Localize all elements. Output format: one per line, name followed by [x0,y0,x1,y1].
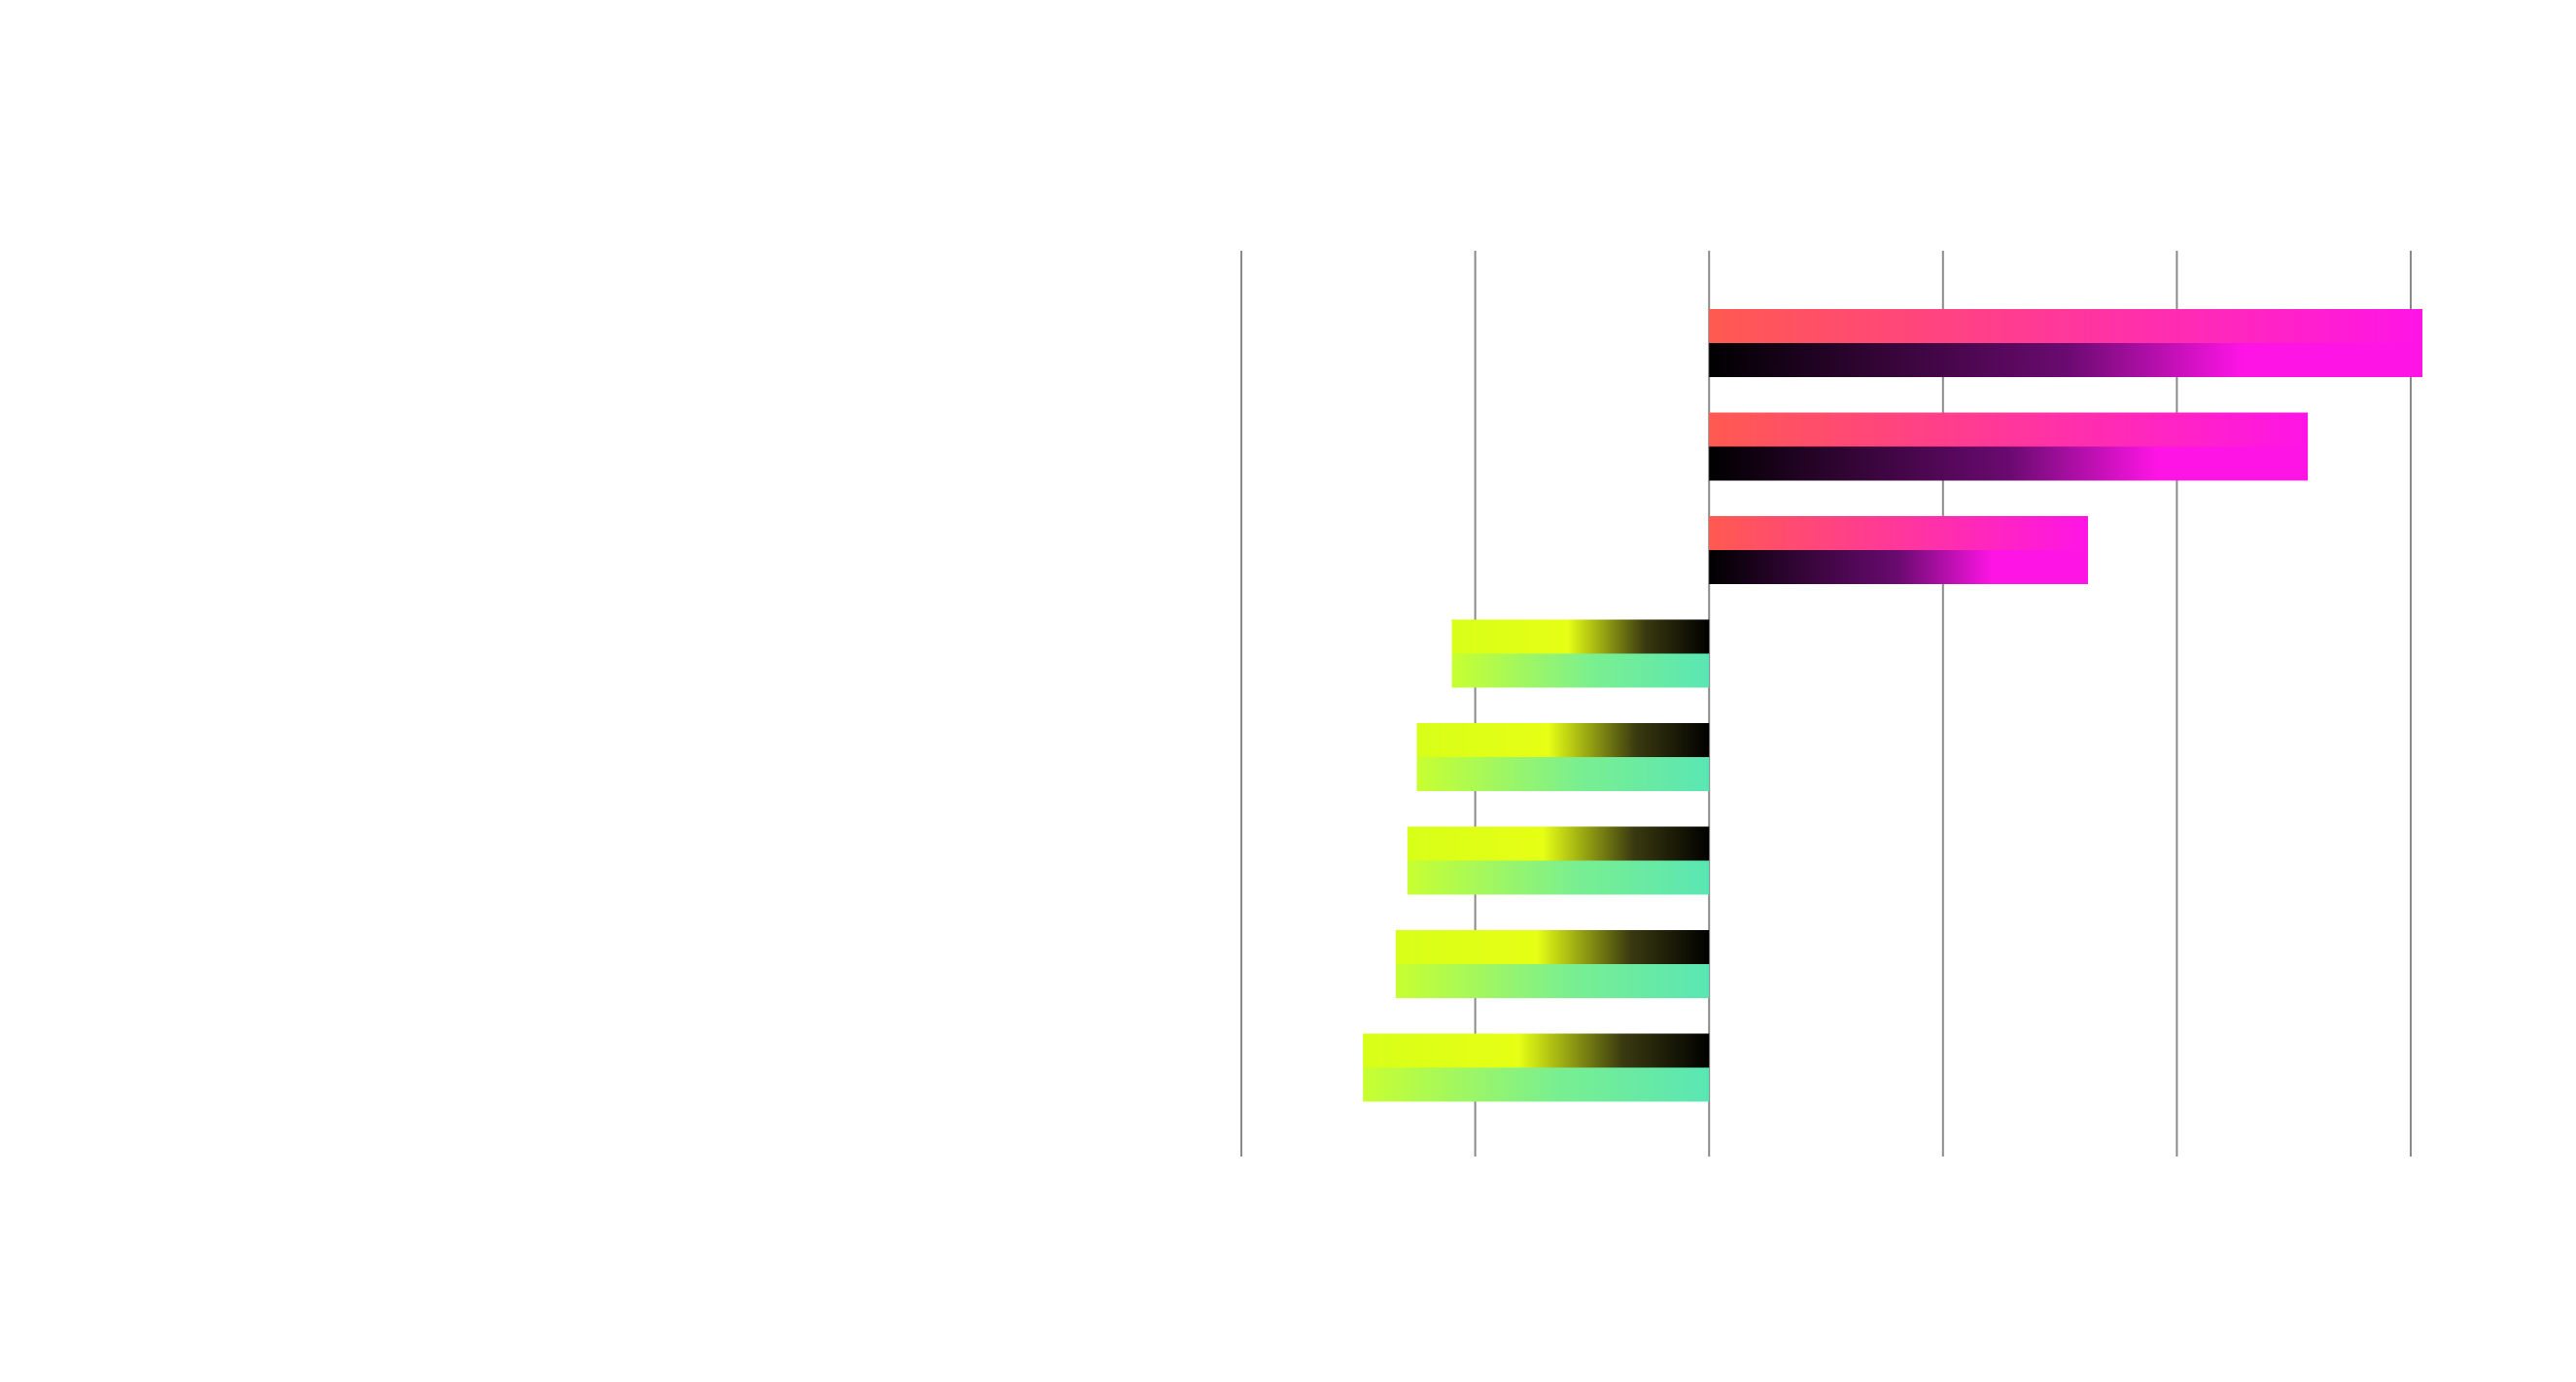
bar-3-bottom [1709,550,2088,584]
bar-4-bottom [1451,653,1710,688]
bar-2-top [1709,412,2309,447]
bar-3-top [1709,516,2088,550]
bar-7-top [1395,930,1710,964]
bar-2 [1709,412,2309,481]
bar-8-bottom [1363,1067,1710,1102]
bar-4-top [1451,619,1710,654]
bar-8-top [1363,1033,1710,1068]
bar-2-bottom [1709,446,2309,481]
bar-5 [1416,723,1710,791]
bar-6-bottom [1407,860,1710,895]
bar-6-top [1407,826,1710,861]
bar-4 [1451,619,1710,688]
bar-5-top [1416,723,1710,757]
bar-5-bottom [1416,757,1710,791]
gridlines [1240,251,2412,1157]
bar-1 [1709,309,2423,377]
bar-1-bottom [1709,343,2423,377]
bar-8 [1363,1033,1710,1102]
bar-6 [1407,826,1710,895]
bar-7 [1395,930,1710,998]
bar-1-top [1709,309,2423,343]
bar-7-bottom [1395,964,1710,998]
bars [1363,309,2423,1102]
bar-3 [1709,516,2088,584]
